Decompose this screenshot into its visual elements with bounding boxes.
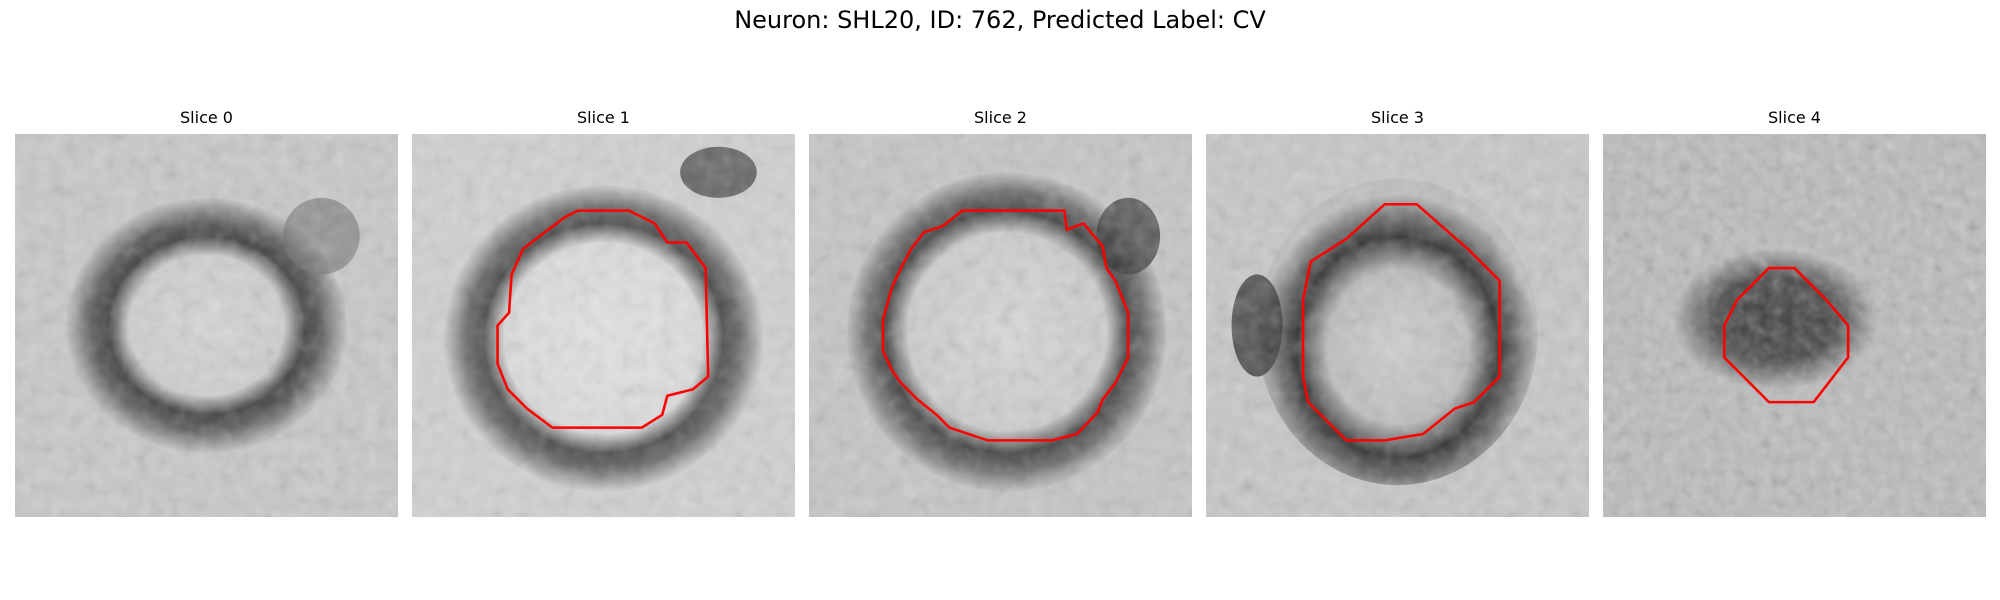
figure-title: Neuron: SHL20, ID: 762, Predicted Label:… <box>0 6 2000 34</box>
slice-image-0 <box>15 134 398 517</box>
slice-image-1 <box>412 134 795 517</box>
slice-title-1: Slice 1 <box>412 108 795 127</box>
slice-image-4 <box>1603 134 1986 517</box>
slice-title-3: Slice 3 <box>1206 108 1589 127</box>
slice-title-0: Slice 0 <box>15 108 398 127</box>
slice-image-3 <box>1206 134 1589 517</box>
slice-image-2 <box>809 134 1192 517</box>
slice-title-2: Slice 2 <box>809 108 1192 127</box>
slice-title-4: Slice 4 <box>1603 108 1986 127</box>
